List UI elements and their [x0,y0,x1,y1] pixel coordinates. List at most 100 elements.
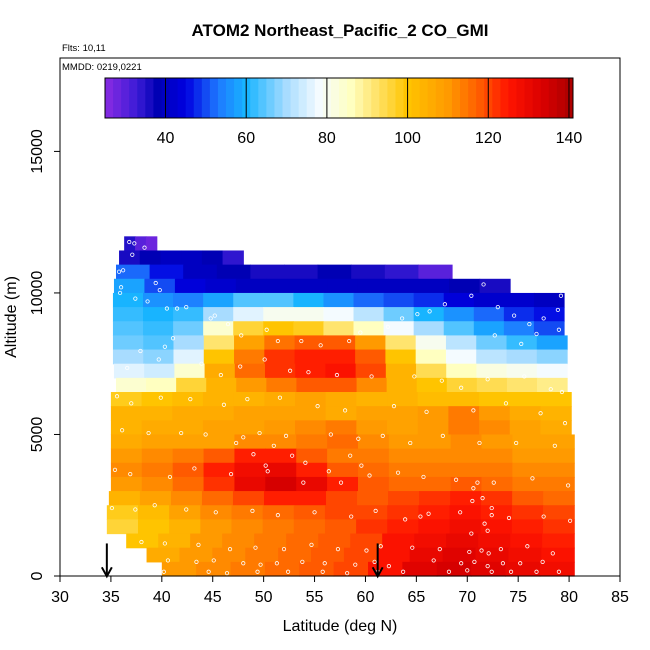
heatmap-cell [145,236,158,252]
sample-point [309,542,314,547]
sample-point [403,517,408,522]
heatmap-cell [293,321,325,336]
heatmap-cell [503,307,535,322]
sample-point [121,268,126,273]
colorbar-swatch [468,78,477,118]
heatmap-cell [110,434,143,450]
heatmap-cell [296,377,328,393]
heatmap-cell [473,307,505,322]
heatmap-cell [206,377,237,393]
heatmap-cell [144,278,176,294]
sample-point [128,471,133,477]
heatmap-cell [414,533,447,549]
sample-point [471,486,476,491]
sample-point [250,508,255,513]
heatmap-cell [141,392,173,407]
sample-point [206,569,211,574]
heatmap-cell [540,420,572,436]
heatmap-cell [543,434,575,450]
sample-point [540,559,545,564]
sample-point [431,558,436,563]
colorbar-swatch [250,78,259,118]
heatmap-cell [174,363,206,379]
heatmap-cell [353,307,385,322]
heatmap-cell [387,406,419,421]
heatmap-cell [543,448,575,464]
heatmap-cell [172,448,205,464]
heatmap-cell [264,561,300,577]
heatmap-cell [173,349,205,365]
heatmap-cell [450,476,483,492]
heatmap-cell [419,476,452,492]
heatmap-cell [141,476,174,492]
heatmap-cell [143,307,174,322]
heatmap-cell [324,349,356,365]
heatmap-cell [108,491,141,506]
heatmap-cell [327,448,359,464]
sample-point [127,239,132,245]
heatmap-cell [503,321,535,336]
sample-point [495,304,500,310]
heatmap-cell [158,533,191,549]
heatmap-cell [141,462,174,478]
flights-label: Flts: 10,11 [62,43,106,54]
heatmap-cell [382,533,415,549]
sample-point [212,313,217,318]
sample-point [555,307,560,313]
sample-point [412,374,417,379]
heatmap-cell [234,349,265,365]
heatmap-cell [112,349,144,365]
x-tick-label: 35 [102,589,120,606]
colorbar-swatch [105,78,114,118]
heatmap-cell [262,519,295,535]
plot-frame [59,57,621,577]
sample-point [486,551,491,556]
heatmap-cell [388,434,421,450]
sample-point [408,440,413,446]
sample-point [548,387,553,392]
y-tick-label: 5000 [29,417,46,453]
sample-point [251,452,256,457]
heatmap-cell [203,307,234,322]
sample-point [164,306,170,311]
colorbar-swatch [177,78,187,118]
sample-point [492,333,497,338]
sample-point [218,372,223,378]
heatmap-cell [383,292,415,308]
colorbar-swatch [234,78,243,118]
heatmap-cell [110,406,143,421]
heatmap-cell [232,491,265,506]
sample-point [224,571,230,576]
sample-point [359,463,364,468]
heatmap-cell [323,307,355,322]
sample-point [421,474,426,480]
heatmap-cell [325,406,357,421]
heatmap-cell [172,420,204,436]
heatmap-cell [284,264,319,280]
sample-point [221,402,227,407]
sample-point [559,389,565,395]
heatmap-cell [190,533,223,549]
heatmap-cell [512,476,544,492]
x-tick-label: 60 [357,589,375,606]
colorbar-swatch [435,78,445,118]
heatmap-cell [476,363,508,379]
heatmap-cell [402,561,438,577]
sample-point [318,343,323,348]
sample-point [437,547,442,552]
heatmap-cell [543,505,575,520]
sample-point [342,408,348,413]
sample-point [194,559,199,564]
sample-point [281,547,287,552]
heatmap-cells [106,236,575,577]
heatmap-cell [386,377,418,393]
heatmap-cell [296,448,328,464]
heatmap-cell [506,377,538,393]
colorbar-swatch [137,78,146,118]
heatmap-cell [510,533,543,549]
sample-point [196,542,201,547]
colorbar-swatch [339,78,348,118]
heatmap-cell [509,420,542,436]
sample-point [118,285,124,290]
heatmap-cell [264,363,296,379]
